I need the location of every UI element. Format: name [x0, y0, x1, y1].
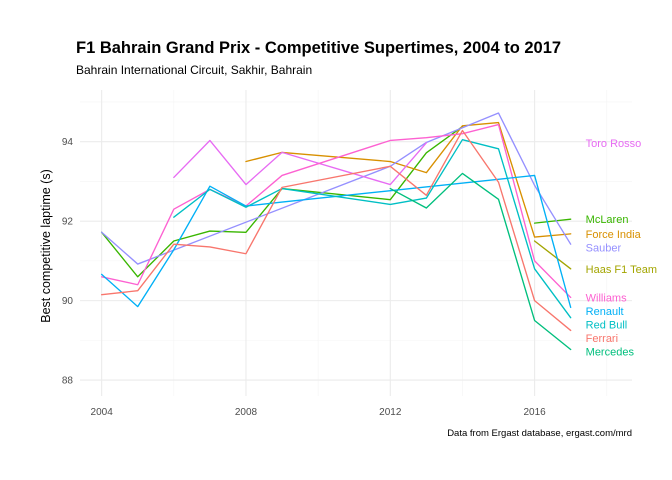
y-axis-ticks: 88 90 92 94	[62, 137, 74, 386]
series-line-red-bull	[173, 139, 572, 319]
series-label-mercedes: Mercedes	[586, 346, 635, 358]
x-tick-label: 2008	[235, 407, 258, 418]
series-force-india	[245, 121, 572, 238]
series-line-haas-f1-team	[533, 240, 572, 270]
series-label-ferrari: Ferrari	[586, 333, 618, 345]
series-mclaren	[100, 125, 572, 278]
series-line-renault	[100, 174, 572, 309]
x-tick-label: 2016	[523, 407, 546, 418]
chart-title: F1 Bahrain Grand Prix - Competitive Supe…	[76, 39, 561, 57]
series-label-mclaren: McLaren	[586, 214, 629, 226]
series-toro-rosso	[173, 139, 428, 186]
chart-subtitle: Bahrain International Circuit, Sakhir, B…	[76, 63, 312, 77]
series-ferrari	[100, 129, 572, 332]
series-line-ferrari	[100, 129, 572, 332]
series-label-renault: Renault	[586, 306, 624, 318]
series-red-bull	[173, 139, 572, 319]
series-line-mercedes	[389, 172, 572, 351]
series-label-red-bull: Red Bull	[586, 319, 628, 331]
series-line-force-india	[245, 121, 572, 238]
series-label-williams: Williams	[586, 292, 627, 304]
series-lines	[100, 112, 572, 351]
series-haas-f1-team	[533, 240, 572, 270]
y-tick-label: 94	[62, 137, 74, 148]
chart-caption: Data from Ergast database, ergast.com/mr…	[447, 428, 632, 439]
x-tick-label: 2012	[379, 407, 402, 418]
series-renault	[100, 174, 572, 309]
y-tick-label: 92	[62, 217, 74, 228]
series-label-force-india: Force India	[586, 229, 642, 241]
x-tick-label: 2004	[91, 407, 114, 418]
series-line-williams	[100, 123, 572, 299]
series-label-sauber: Sauber	[586, 242, 622, 254]
y-tick-label: 90	[62, 296, 74, 307]
series-mercedes	[389, 172, 572, 351]
x-axis-ticks: 2004 2008 2012 2016	[91, 407, 547, 418]
series-line-toro-rosso	[173, 139, 428, 186]
series-line-mclaren	[533, 218, 572, 224]
series-label-haas-f1-team: Haas F1 Team	[586, 264, 657, 276]
y-tick-label: 88	[62, 376, 74, 387]
y-axis-title: Best competitive laptime (s)	[39, 169, 53, 323]
series-williams	[100, 123, 572, 299]
gridlines	[80, 90, 632, 396]
series-label-toro-rosso: Toro Rosso	[586, 138, 642, 150]
